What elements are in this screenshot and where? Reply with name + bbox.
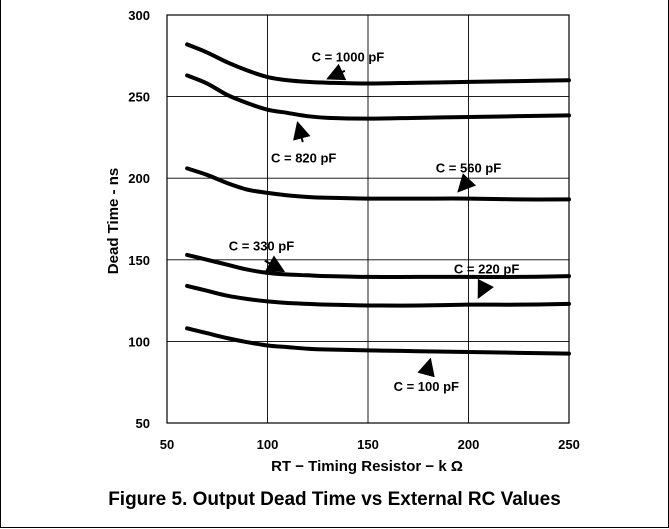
dead-time-chart: 50 100 150 200 250 50 100 150 200 250 300 C = 1000… xyxy=(105,8,580,475)
annotation-arrow xyxy=(457,173,477,193)
y-tick-label: 200 xyxy=(128,171,150,186)
annotation-label: C = 1000 pF xyxy=(312,49,385,64)
annotation-label: C = 220 pF xyxy=(454,262,519,277)
figure-caption: Figure 5. Output Dead Time vs External R… xyxy=(108,489,561,510)
annotation-arrow xyxy=(326,63,347,81)
y-tick-label: 50 xyxy=(136,416,150,431)
tick-labels: 50 100 150 200 250 50 100 150 200 250 300 xyxy=(128,8,580,452)
annotation-arrow xyxy=(293,120,311,143)
series-line xyxy=(185,42,571,86)
y-tick-label: 100 xyxy=(128,334,150,349)
annotation-arrow xyxy=(477,278,494,299)
series-line xyxy=(185,166,571,202)
annotations: C = 1000 pF C = 820 pF C = 560 pF C = 330 p… xyxy=(229,49,520,394)
x-tick-label: 250 xyxy=(558,437,580,452)
plot-frame xyxy=(166,14,570,424)
y-tick-label: 150 xyxy=(128,253,150,268)
x-tick-label: 100 xyxy=(257,437,279,452)
series-line xyxy=(185,283,571,308)
y-tick-label: 250 xyxy=(128,90,150,105)
annotation-arrow xyxy=(264,255,286,273)
x-tick-label: 50 xyxy=(160,437,174,452)
series-line xyxy=(185,73,571,121)
annotation-label: C = 820 pF xyxy=(271,151,336,166)
annotation-label: C = 560 pF xyxy=(436,160,501,175)
grid xyxy=(167,15,569,423)
y-axis-title: Dead Time - ns xyxy=(105,168,122,274)
series-lines xyxy=(185,42,571,356)
x-tick-label: 150 xyxy=(357,437,379,452)
annotation-label: C = 100 pF xyxy=(394,379,459,394)
x-tick-label: 200 xyxy=(458,437,480,452)
y-tick-label: 300 xyxy=(128,8,150,23)
series-line xyxy=(185,252,571,279)
annotation-label: C = 330 pF xyxy=(229,239,294,254)
x-axis-title: RT − Timing Resistor − k Ω xyxy=(271,458,463,475)
annotation-arrow xyxy=(417,357,435,378)
series-line xyxy=(185,326,571,356)
